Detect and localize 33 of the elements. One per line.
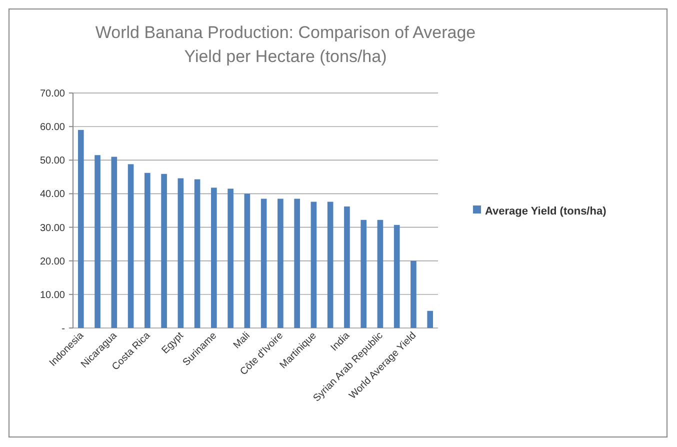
y-tick-label: - [62,324,65,334]
y-tick-label: 10.00 [40,290,66,301]
bar [111,156,118,328]
bar [78,130,84,328]
bar [128,164,134,328]
x-tick-label: Mali [232,330,252,352]
y-tick-label: 30.00 [40,222,66,234]
y-tick-label: 50.00 [40,156,66,167]
bar [278,198,284,328]
bar [94,155,100,328]
bar [327,202,334,328]
bar [244,194,250,328]
bar [344,206,350,328]
legend-label: Average Yield (tons/ha) [485,205,607,218]
bar [260,198,267,328]
bar [427,310,434,328]
bar [394,224,400,328]
bar [410,260,416,328]
y-tick-label: 70.00 [40,88,66,100]
bar [194,179,200,328]
chart-title: World Banana Production: Comparison of Average Yield per Hectare (tons/ha) [95,23,476,66]
bar [211,188,217,328]
bar [178,178,184,328]
y-tick-label: 20.00 [40,256,66,268]
bar [294,198,300,328]
bar [377,220,384,328]
bar [144,172,150,328]
bar [360,220,366,328]
y-tick-label: 40.00 [40,189,66,200]
bar [161,174,167,328]
y-tick-label: 60.00 [40,122,66,134]
bar [310,202,317,328]
bar [228,188,234,328]
